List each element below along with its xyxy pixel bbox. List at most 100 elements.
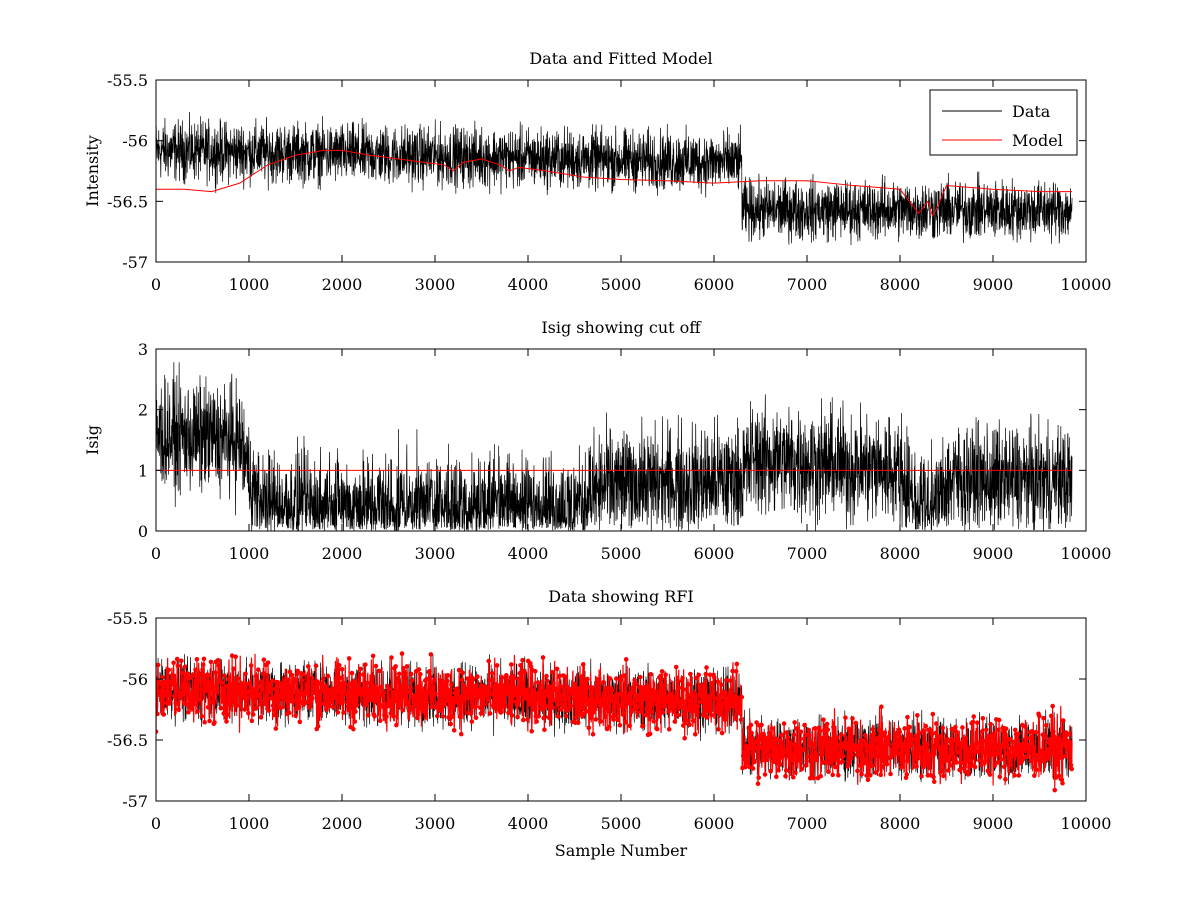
rfi-point: [315, 679, 320, 684]
rfi-point: [712, 675, 717, 680]
rfi-point: [651, 718, 656, 724]
rfi-point: [878, 772, 883, 778]
rfi-point: [748, 722, 754, 728]
rfi-point: [905, 714, 910, 720]
plot-area: [156, 362, 1073, 531]
x-tick-label: 1000: [229, 544, 270, 563]
rfi-point: [591, 709, 597, 715]
rfi-point: [1015, 736, 1020, 742]
rfi-point: [298, 699, 303, 705]
rfi-point: [824, 721, 830, 727]
rfi-point: [814, 752, 820, 758]
rfi-point: [683, 687, 689, 692]
rfi-point: [863, 742, 869, 747]
rfi-point: [979, 729, 985, 734]
rfi-point: [249, 718, 255, 724]
rfi-point: [586, 725, 592, 731]
rfi-point: [688, 671, 693, 677]
y-tick-label: -55.5: [107, 71, 148, 90]
series-line: [156, 111, 1073, 246]
rfi-point: [1003, 776, 1008, 782]
rfi-point: [971, 714, 977, 719]
rfi-point: [862, 732, 868, 738]
y-tick-label: -57: [122, 253, 148, 272]
rfi-point: [228, 702, 234, 708]
rfi-point: [755, 781, 761, 787]
rfi-point: [216, 663, 222, 668]
rfi-point: [634, 704, 640, 709]
rfi-point: [870, 726, 876, 732]
rfi-point: [939, 767, 945, 772]
rfi-point: [391, 713, 396, 719]
rfi-point: [530, 707, 536, 712]
rfi-point: [346, 656, 352, 661]
rfi-point: [532, 668, 538, 674]
rfi-point: [348, 695, 354, 701]
rfi-point: [1017, 742, 1023, 747]
rfi-point: [716, 699, 722, 705]
x-tick-label: 6000: [694, 814, 735, 833]
rfi-point: [734, 661, 740, 667]
rfi-point: [351, 726, 356, 732]
rfi-point: [363, 698, 369, 704]
rfi-point: [737, 711, 742, 716]
rfi-point: [608, 697, 613, 703]
rfi-point: [602, 694, 607, 700]
rfi-point: [406, 701, 411, 707]
rfi-point: [337, 675, 343, 681]
rfi-point: [392, 698, 398, 703]
rfi-point: [507, 707, 513, 712]
rfi-point: [485, 697, 491, 703]
rfi-point: [164, 688, 170, 694]
rfi-point: [459, 677, 465, 683]
rfi-point: [271, 707, 277, 712]
rfi-point: [493, 703, 499, 709]
rfi-point: [819, 735, 825, 741]
rfi-point: [500, 691, 506, 697]
rfi-point: [628, 709, 634, 715]
rfi-point: [783, 773, 788, 779]
rfi-point: [879, 764, 885, 769]
rfi-point: [411, 707, 416, 712]
rfi-point: [396, 675, 401, 681]
rfi-point: [240, 688, 246, 694]
rfi-point: [555, 702, 561, 708]
rfi-point: [1051, 734, 1057, 739]
rfi-point: [886, 738, 891, 744]
x-tick-label: 8000: [880, 544, 921, 563]
rfi-point: [461, 683, 467, 689]
rfi-point: [877, 737, 883, 742]
rfi-point: [308, 700, 314, 706]
x-tick-label: 2000: [322, 544, 363, 563]
x-tick-label: 0: [151, 544, 161, 563]
rfi-point: [894, 732, 900, 737]
rfi-point: [941, 773, 946, 779]
axes-data-and-fitted-model: 0 1000 2000 3000 4000 5000 6000 7000 8000 9000 100…: [83, 49, 1111, 294]
rfi-point: [559, 707, 564, 712]
rfi-point: [297, 719, 303, 725]
rfi-point: [948, 751, 954, 757]
x-tick-label: 6000: [694, 544, 735, 563]
rfi-point: [205, 705, 211, 710]
rfi-point: [847, 760, 852, 765]
rfi-point: [1048, 745, 1053, 750]
rfi-point: [536, 714, 542, 719]
rfi-point: [743, 764, 748, 770]
y-tick-label: 1: [138, 461, 148, 480]
rfi-point: [498, 710, 504, 715]
rfi-point: [888, 771, 893, 777]
axes-isig-showing-cut-off: 0 1000 2000 3000 4000 5000 6000 7000 8000 9000 100…: [83, 318, 1111, 563]
rfi-point: [399, 651, 405, 656]
rfi-point: [853, 720, 859, 726]
rfi-point: [174, 656, 180, 662]
rfi-point: [373, 663, 379, 669]
rfi-point: [552, 697, 558, 703]
rfi-point: [849, 752, 855, 758]
rfi-point: [364, 702, 370, 707]
rfi-point: [665, 696, 671, 702]
rfi-point: [927, 753, 933, 759]
rfi-point: [520, 717, 526, 723]
rfi-point: [964, 748, 969, 753]
rfi-point: [317, 696, 322, 702]
rfi-point: [561, 704, 567, 709]
